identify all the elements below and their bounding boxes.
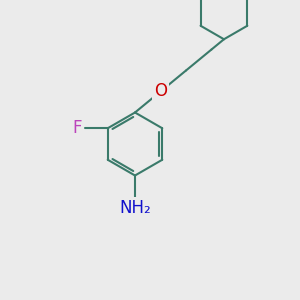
Text: F: F	[72, 119, 82, 137]
Text: O: O	[154, 82, 167, 100]
Text: NH₂: NH₂	[119, 199, 151, 217]
